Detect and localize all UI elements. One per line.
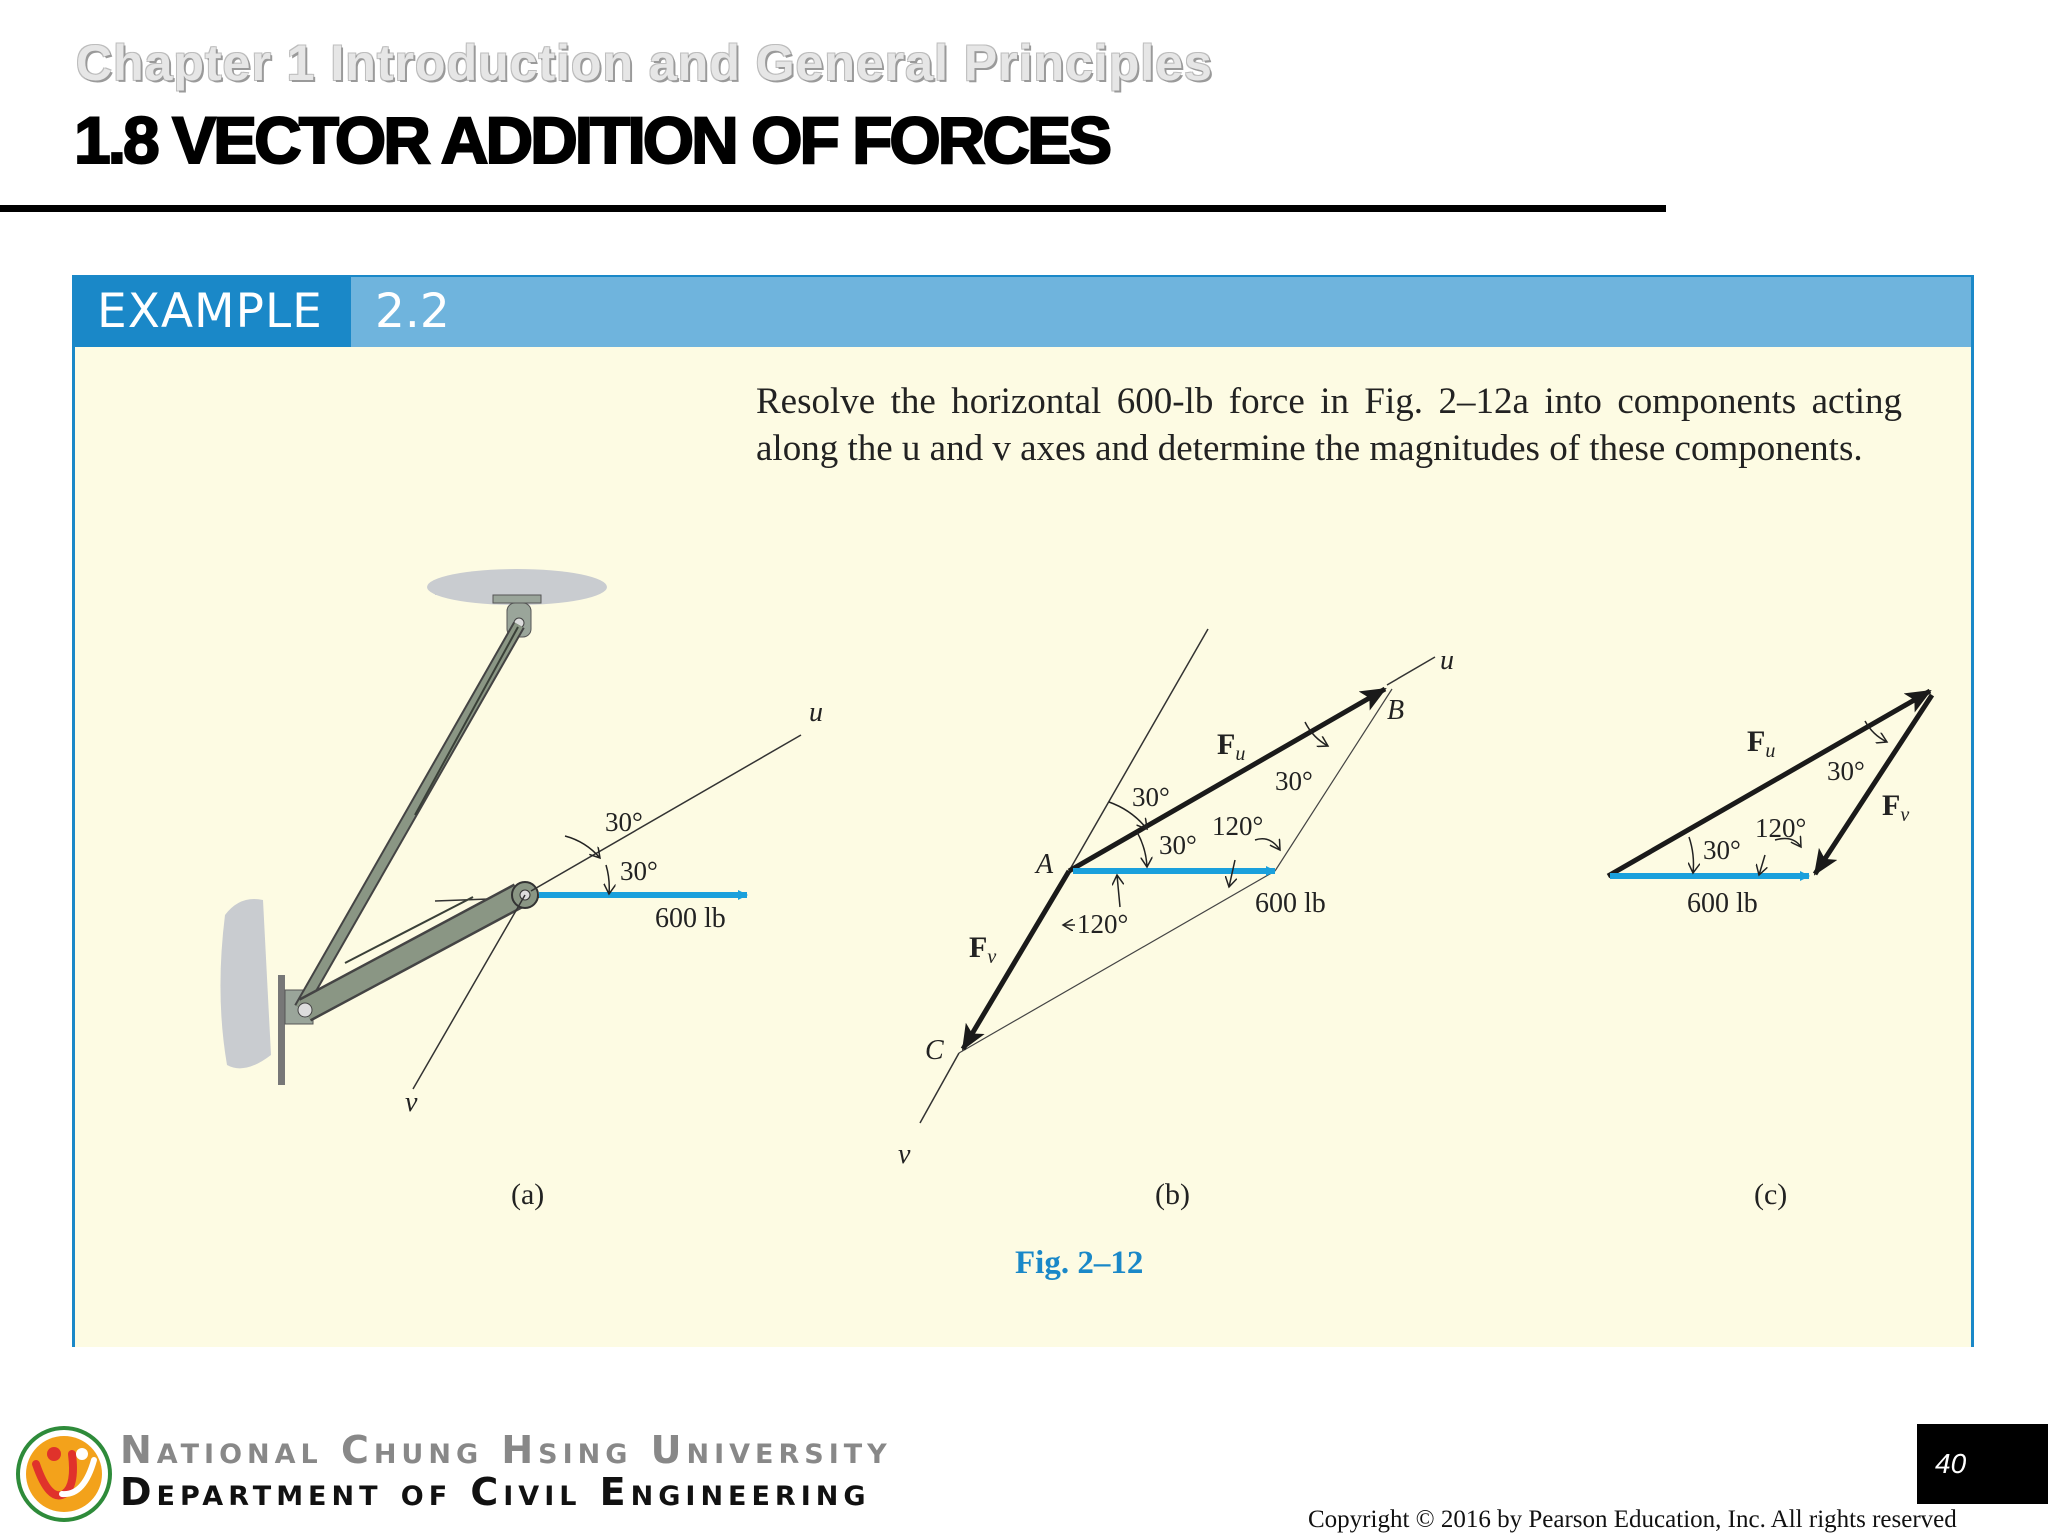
member-lower-edge [344, 896, 474, 964]
panel-label-b: (b) [1155, 1178, 1190, 1211]
angle-arc-b3 [1304, 721, 1328, 746]
angle-tick-b6 [1117, 875, 1120, 908]
angle-label-c1: 30° [1703, 835, 1741, 865]
fu-label-b: Fu [1217, 728, 1245, 765]
example-panel: EXAMPLE 2.2 Resolve the horizontal 600-l… [72, 275, 1974, 1347]
force-label-a: 600 lb [655, 903, 726, 934]
panel-label-a: (a) [511, 1178, 544, 1211]
copyright-notice: Copyright © 2016 by Pearson Education, I… [1308, 1506, 1957, 1533]
point-c-label: C [925, 1035, 944, 1066]
panel-label-c: (c) [1754, 1178, 1787, 1211]
angle-label-b5: 120° [1077, 909, 1128, 939]
angle-label-c3: 120° [1755, 813, 1806, 843]
wall-pin [297, 1002, 313, 1018]
parallelogram-side-b2 [958, 870, 1276, 1054]
angle-label-b4: 120° [1212, 811, 1263, 841]
page-number: 40 [1917, 1424, 2048, 1504]
angle-arc-c3 [1774, 839, 1801, 847]
point-b-label: B [1387, 695, 1404, 726]
force-fv-arrow-b [960, 869, 1072, 1051]
axis-line-b-upper [1068, 628, 1209, 872]
axis-v-label-b: v [898, 1139, 911, 1170]
force-label-b: 600 lb [1255, 888, 1326, 919]
member-upper [296, 622, 523, 1011]
point-a-label: A [1034, 849, 1054, 880]
angle-arc-c2 [1864, 720, 1887, 742]
angle-label-a1: 30° [605, 807, 643, 837]
parallelogram-side-b1 [1274, 688, 1393, 872]
figure-2-12: 30° 30° 600 lb u v (a) 30° 30° 30° 1 [220, 569, 1935, 1211]
example-number: 2.2 [375, 284, 450, 339]
ceiling-block [435, 587, 597, 595]
angle-arc-b4 [1254, 838, 1280, 850]
force-label-c: 600 lb [1687, 888, 1758, 919]
fv-label-b: Fv [969, 931, 996, 968]
axis-v-label-a: v [405, 1087, 418, 1118]
force-fv-arrow-c [1812, 693, 1935, 876]
force-fu-arrow-c [1606, 688, 1932, 879]
wall-support [220, 899, 271, 1069]
panel-a-diagram [220, 569, 802, 1090]
fv-label-c: Fv [1882, 789, 1909, 826]
fu-label-c: Fu [1747, 725, 1775, 762]
angle-tick-b5 [1229, 859, 1235, 887]
chapter-heading: Chapter 1 Introduction and General Princ… [76, 35, 1213, 91]
axis-u-label-b: u [1440, 645, 1454, 676]
angle-arc-b2 [1136, 831, 1147, 867]
slide-title: 1.8 VECTOR ADDITION OF FORCES [73, 102, 1113, 178]
department-name: Department of Civil Engineering [120, 1470, 871, 1514]
university-name: National Chung Hsing University [120, 1428, 892, 1472]
member-upper-edge [414, 626, 519, 816]
member-lower [300, 885, 525, 1020]
panel-c-diagram [1606, 688, 1935, 881]
title-divider [0, 205, 1666, 212]
problem-statement: Resolve the horizontal 600-lb force in F… [756, 381, 1902, 469]
angle-arc-a2 [606, 864, 609, 894]
example-header-bar: EXAMPLE 2.2 [75, 275, 1971, 347]
axis-u-label-a: u [809, 697, 823, 728]
angle-arc-b1 [1108, 801, 1147, 829]
angle-arc-a1 [564, 835, 600, 858]
wall-plate [278, 975, 285, 1085]
ceiling-plate [492, 594, 542, 604]
figure-caption: Fig. 2–12 [1015, 1245, 1144, 1281]
axis-v-line-b [919, 1052, 960, 1124]
axis-v-line-a [412, 894, 526, 1090]
angle-label-a2: 30° [620, 856, 658, 886]
angle-label-b2: 30° [1159, 830, 1197, 860]
angle-arc-c1 [1689, 836, 1693, 873]
angle-label-b1: 30° [1132, 782, 1170, 812]
angle-label-c2: 30° [1827, 756, 1865, 786]
axis-u-line-a [530, 734, 802, 892]
axis-u-line-b [1386, 656, 1436, 686]
angle-tick-c4 [1759, 854, 1765, 875]
university-logo-icon [16, 1426, 112, 1522]
force-fu-arrow-b [1067, 686, 1387, 874]
example-label: EXAMPLE [75, 277, 351, 347]
angle-label-b3: 30° [1275, 766, 1313, 796]
panel-b-diagram [919, 628, 1436, 1124]
